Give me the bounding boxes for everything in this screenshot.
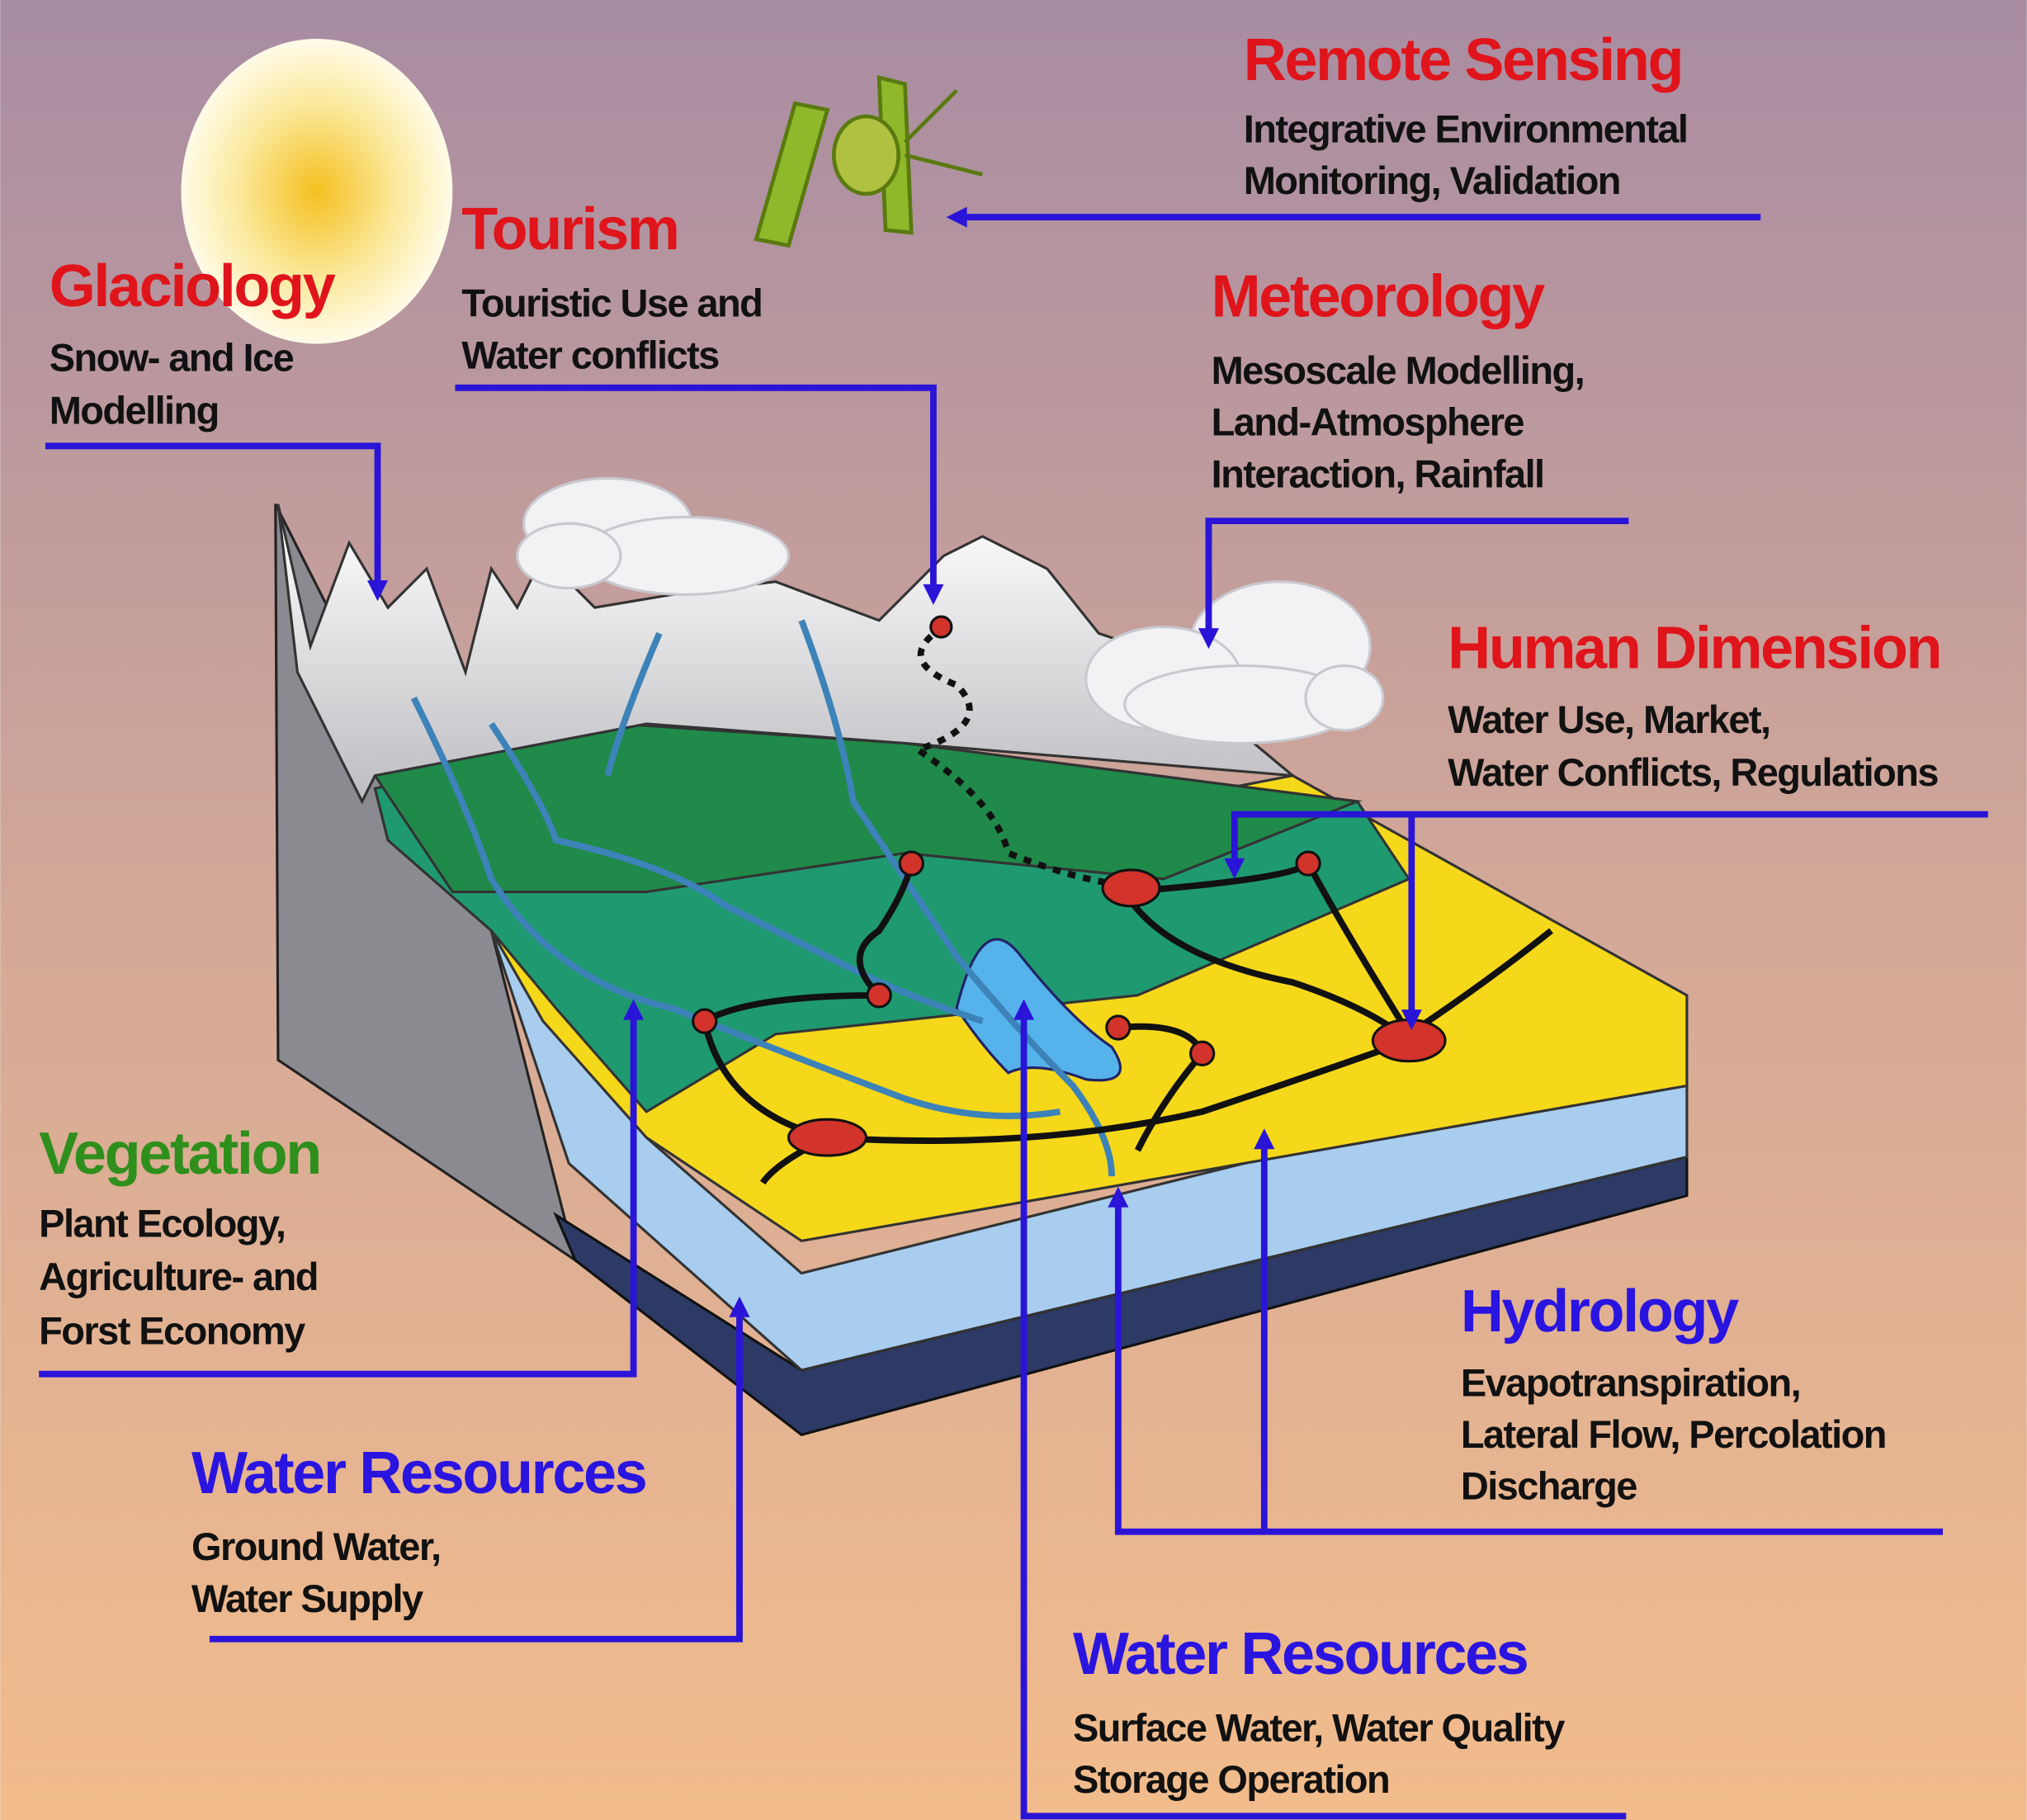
label-description: Discharge xyxy=(1461,1464,1637,1508)
label-description: Modelling xyxy=(50,389,219,433)
label-description: Plant Ecology, xyxy=(39,1202,285,1246)
label-description: Agriculture- and xyxy=(39,1255,318,1298)
label-title: Tourism xyxy=(461,196,678,262)
label-description: Forst Economy xyxy=(39,1309,305,1353)
label-title: Water Resources xyxy=(1073,1621,1528,1687)
label-title: Human Dimension xyxy=(1448,616,1940,682)
label-description: Monitoring, Validation xyxy=(1244,158,1620,202)
label-description: Land-Atmosphere xyxy=(1212,400,1524,444)
label-description: Snow- and Ice xyxy=(50,335,294,379)
label-title: Glaciology xyxy=(50,253,336,319)
label-description: Mesoscale Modelling, xyxy=(1212,348,1585,392)
diagram: Remote Sensing Integrative Environmental M… xyxy=(0,0,2027,1820)
label-title: Meteorology xyxy=(1212,264,1546,330)
label-description: Lateral Flow, Percolation xyxy=(1461,1412,1886,1456)
label-description: Storage Operation xyxy=(1073,1757,1389,1801)
label-description: Water Supply xyxy=(191,1577,423,1620)
label-title: Vegetation xyxy=(39,1121,320,1187)
label-description: Water Conflicts, Regulations xyxy=(1448,750,1938,794)
label-title: Remote Sensing xyxy=(1244,27,1682,93)
page: {"labels":[ {"title":"Remote Sensing","l… xyxy=(0,0,2027,1820)
label-description: Interaction, Rainfall xyxy=(1212,451,1544,495)
label-description: Evapotranspiration, xyxy=(1461,1360,1800,1404)
label-title: Hydrology xyxy=(1461,1279,1739,1345)
label-description: Water conflicts xyxy=(461,333,719,376)
label-description: Ground Water, xyxy=(191,1525,440,1568)
label-description: Touristic Use and xyxy=(461,281,762,325)
label-description: Surface Water, Water Quality xyxy=(1073,1705,1565,1749)
label-title: Water Resources xyxy=(191,1440,646,1506)
label-description: Integrative Environmental xyxy=(1244,106,1688,150)
label-description: Water Use, Market, xyxy=(1448,697,1769,741)
